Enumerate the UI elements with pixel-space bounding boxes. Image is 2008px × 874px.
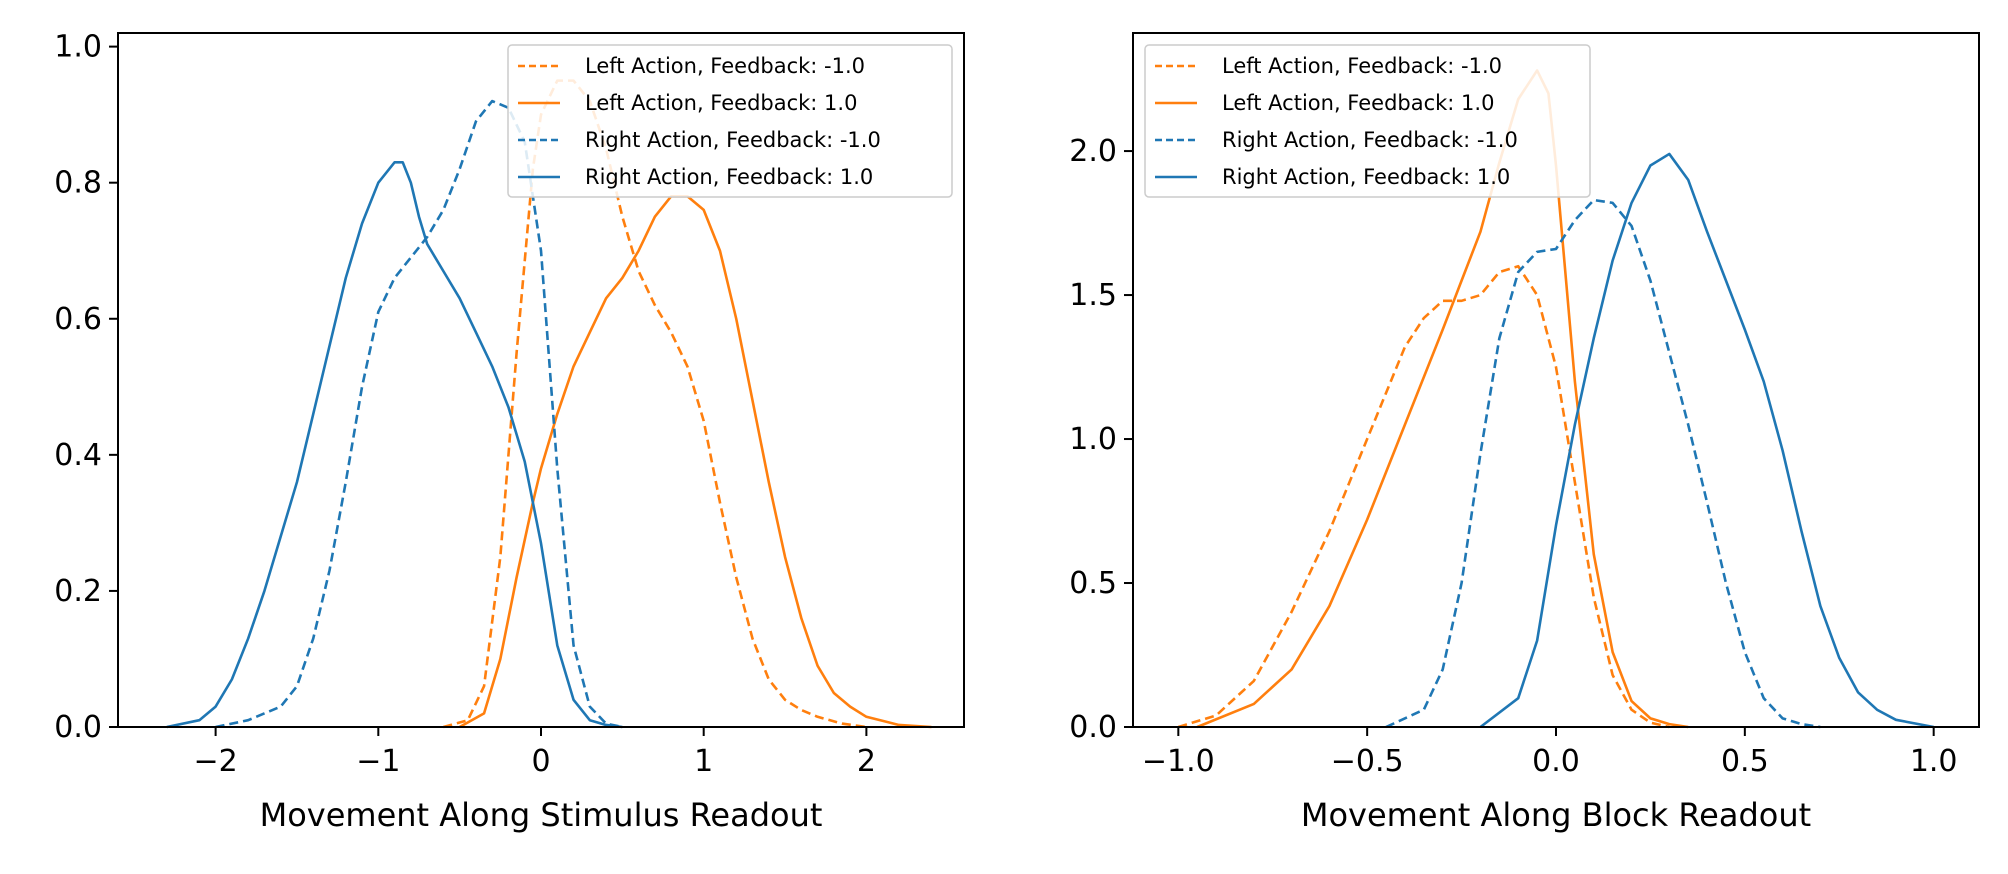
y-tick-label: 0.8	[54, 166, 102, 201]
legend-entry: Right Action, Feedback: 1.0	[1222, 165, 1510, 189]
x-tick-label: 0	[531, 744, 550, 779]
y-tick-label: 2.0	[1069, 134, 1117, 169]
x-axis-title: Movement Along Block Readout	[1301, 796, 1811, 834]
x-tick-label: 0.0	[1532, 744, 1580, 779]
x-tick-label: 1	[694, 744, 713, 779]
chart-stimulus-readout: −2 −1 0 1 2 0.0 0.2 0.4 0.6 0.8 1.0 Movement Along …	[54, 30, 965, 834]
y-tick-label: 0.2	[54, 574, 102, 609]
y-tick-label: 0.0	[54, 710, 102, 745]
legend-entry: Left Action, Feedback: -1.0	[585, 54, 865, 78]
x-tick-label: 1.0	[1910, 744, 1958, 779]
series-line-4	[166, 160, 623, 729]
legend-box	[1144, 44, 1591, 198]
y-tick-label: 0.4	[54, 438, 102, 473]
y-tick-label: 1.0	[54, 30, 102, 65]
y-tick-label: 0.0	[1069, 710, 1117, 745]
legend-entry: Left Action, Feedback: -1.0	[1222, 54, 1502, 78]
series-line-3	[1385, 198, 1821, 729]
legend-entry: Left Action, Feedback: 1.0	[1222, 91, 1494, 115]
series-line-1	[443, 79, 867, 729]
legend-entry: Right Action, Feedback: -1.0	[585, 128, 881, 152]
x-tick-label: −1	[356, 744, 400, 779]
legend-entry: Right Action, Feedback: -1.0	[1222, 128, 1518, 152]
x-tick-label: −0.5	[1331, 744, 1404, 779]
x-tick-label: −1.0	[1142, 744, 1215, 779]
y-tick-label: 1.5	[1069, 278, 1117, 313]
chart-block-readout: −1.0 −0.5 0.0 0.5 1.0 0.0 0.5 1.0 1.5 2.0 Movement…	[1069, 32, 1980, 834]
series-line-1	[1177, 264, 1670, 729]
y-tick-label: 1.0	[1069, 422, 1117, 457]
legend-entry: Right Action, Feedback: 1.0	[585, 165, 873, 189]
legend: Left Action, Feedback: -1.0 Left Action, …	[507, 44, 953, 198]
legend: Left Action, Feedback: -1.0 Left Action, …	[1144, 44, 1591, 198]
x-tick-label: 2	[857, 744, 876, 779]
legend-box	[507, 44, 953, 198]
y-tick-label: 0.5	[1069, 566, 1117, 601]
series-line-4	[1479, 152, 1934, 729]
y-tick-label: 0.6	[54, 302, 102, 337]
x-axis-title: Movement Along Stimulus Readout	[260, 796, 823, 834]
legend-entry: Left Action, Feedback: 1.0	[585, 91, 857, 115]
x-tick-label: 0.5	[1721, 744, 1769, 779]
x-tick-label: −2	[193, 744, 237, 779]
